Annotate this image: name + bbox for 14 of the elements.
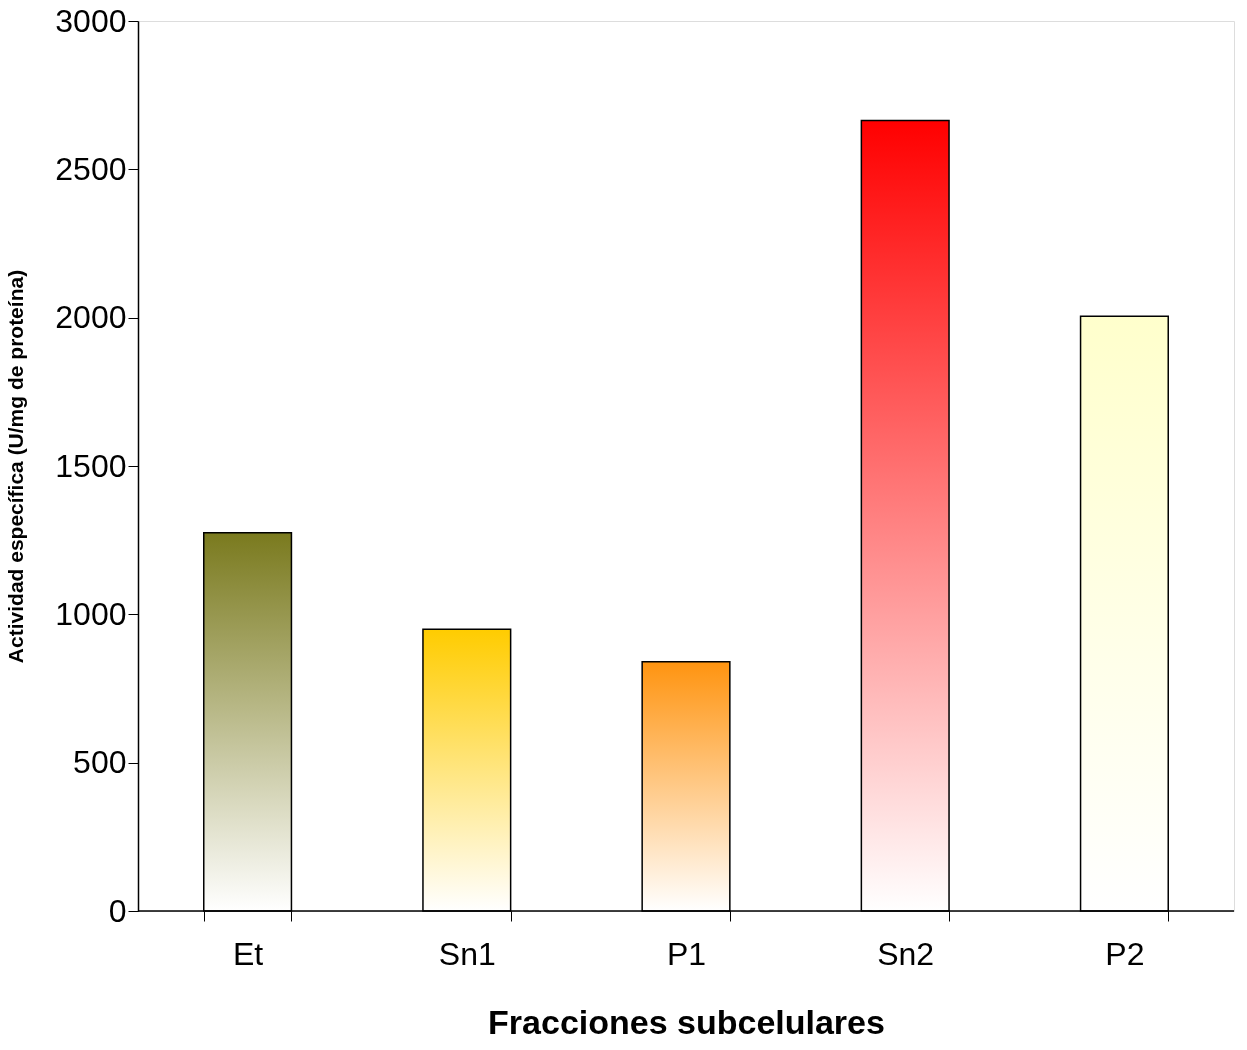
y-tick-label: 500 — [73, 744, 127, 781]
y-tick-label: 1000 — [55, 595, 127, 632]
x-tick-label: Sn2 — [877, 935, 935, 972]
x-axis-title: Fracciones subcelulares — [488, 1002, 885, 1041]
x-tick-label: P2 — [1105, 935, 1145, 972]
y-tick-label: 2000 — [55, 299, 127, 336]
x-tick-label: Sn1 — [438, 935, 496, 972]
y-axis-title: Actividad específica (U/mg de proteína) — [4, 269, 28, 664]
y-tick-label: 1500 — [55, 447, 127, 484]
y-tick-label: 0 — [108, 892, 127, 929]
y-tick-label: 2500 — [55, 150, 127, 187]
x-tick-label: Et — [232, 935, 264, 972]
x-tick-label: P1 — [666, 935, 707, 972]
y-tick-label: 3000 — [55, 2, 127, 39]
